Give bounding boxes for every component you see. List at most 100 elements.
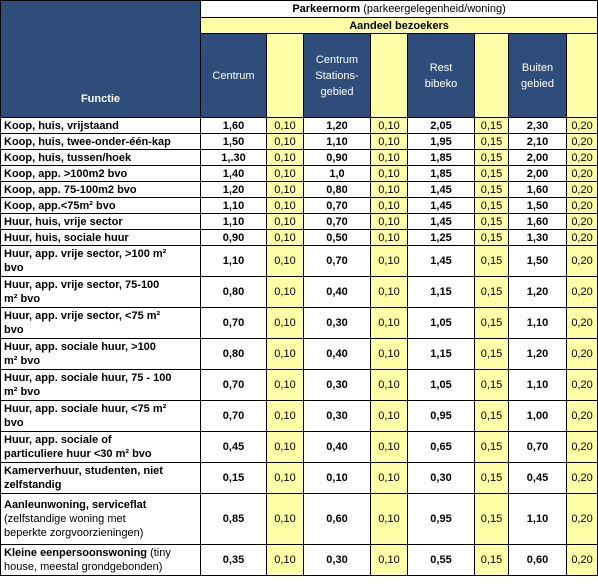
visitors-buiten: 0,20 [565, 181, 598, 198]
value-rest: 0,55 [407, 544, 475, 576]
visitors-buiten: 0,20 [565, 245, 598, 277]
value-buiten: 2,00 [508, 149, 567, 166]
visitors-rest: 0,15 [474, 400, 509, 432]
value-buiten: 1,60 [508, 213, 567, 230]
function-label: Koop, huis, twee-onder-één-kap [0, 133, 201, 150]
col-buiten-visitors [565, 33, 598, 118]
value-centrum: 1,10 [200, 197, 267, 214]
value-buiten: 1,20 [508, 276, 567, 308]
visitors-station: 0,10 [370, 245, 408, 277]
value-station: 0,30 [303, 307, 371, 339]
value-station: 0,40 [303, 338, 371, 370]
visitors-buiten: 0,20 [565, 400, 598, 432]
visitors-rest: 0,15 [474, 493, 509, 545]
value-station: 0,70 [303, 245, 371, 277]
value-centrum: 0,90 [200, 229, 267, 246]
value-rest: 2,05 [407, 117, 475, 134]
value-centrum: 0,35 [200, 544, 267, 576]
value-station: 0,70 [303, 197, 371, 214]
visitors-station: 0,10 [370, 181, 408, 198]
visitors-buiten: 0,20 [565, 544, 598, 576]
value-buiten: 1,50 [508, 245, 567, 277]
table-subtitle: Aandeel bezoekers [199, 17, 598, 34]
visitors-buiten: 0,20 [565, 462, 598, 494]
visitors-buiten: 0,20 [565, 117, 598, 134]
function-label: Koop, app. >100m2 bvo [0, 165, 201, 182]
value-station: 0,30 [303, 400, 371, 432]
visitors-station: 0,10 [370, 431, 408, 463]
visitors-station: 0,10 [370, 338, 408, 370]
value-buiten: 1,50 [508, 197, 567, 214]
visitors-centrum: 0,10 [266, 544, 304, 576]
table-row: Kamerverhuur, studenten, niet zelfstandig… [0, 462, 598, 494]
value-buiten: 2,10 [508, 133, 567, 150]
visitors-rest: 0,15 [474, 431, 509, 463]
table-title: Parkeernorm (parkeergelegenheid/woning) [199, 0, 598, 18]
table-row: Huur, app. vrije sector, <75 m² bvo 0,70 … [0, 307, 598, 339]
visitors-station: 0,10 [370, 197, 408, 214]
visitors-buiten: 0,20 [565, 338, 598, 370]
visitors-station: 0,10 [370, 133, 408, 150]
function-label: Kamerverhuur, studenten, niet zelfstandig [0, 462, 201, 494]
function-label: Huur, huis, sociale huur [0, 229, 201, 246]
value-centrum: 1,.30 [200, 149, 267, 166]
visitors-station: 0,10 [370, 276, 408, 308]
value-centrum: 0,15 [200, 462, 267, 494]
value-centrum: 1,20 [200, 181, 267, 198]
visitors-station: 0,10 [370, 307, 408, 339]
value-centrum: 0,70 [200, 307, 267, 339]
value-rest: 1,15 [407, 338, 475, 370]
col-station-visitors [370, 33, 408, 118]
value-centrum: 0,80 [200, 276, 267, 308]
value-rest: 1,25 [407, 229, 475, 246]
visitors-centrum: 0,10 [266, 462, 304, 494]
visitors-rest: 0,15 [474, 133, 509, 150]
visitors-rest: 0,15 [474, 213, 509, 230]
value-centrum: 1,60 [200, 117, 267, 134]
table-row: Koop, huis, vrijstaand 1,60 0,10 1,20 0,… [0, 117, 598, 134]
value-station: 0,70 [303, 213, 371, 230]
function-label: Koop, huis, vrijstaand [0, 117, 201, 134]
visitors-centrum: 0,10 [266, 197, 304, 214]
col-stationsgebied: Centrum Stations-gebied [303, 33, 371, 118]
value-rest: 1,45 [407, 245, 475, 277]
visitors-buiten: 0,20 [565, 133, 598, 150]
value-centrum: 0,70 [200, 369, 267, 401]
value-buiten: 1,20 [508, 338, 567, 370]
col-rest-bibeko: Rest bibeko [407, 33, 475, 118]
table-row: Koop, app. 75-100m2 bvo 1,20 0,10 0,80 0… [0, 181, 598, 198]
value-centrum: 0,45 [200, 431, 267, 463]
visitors-centrum: 0,10 [266, 245, 304, 277]
table-row: Huur, huis, vrije sector 1,10 0,10 0,70 … [0, 213, 598, 230]
visitors-rest: 0,15 [474, 229, 509, 246]
value-buiten: 1,10 [508, 307, 567, 339]
value-rest: 0,95 [407, 400, 475, 432]
value-rest: 1,15 [407, 276, 475, 308]
visitors-centrum: 0,10 [266, 213, 304, 230]
visitors-centrum: 0,10 [266, 229, 304, 246]
table-row: Koop, app. >100m2 bvo 1,40 0,10 1,0 0,10… [0, 165, 598, 182]
value-rest: 1,45 [407, 213, 475, 230]
table-row: Koop, huis, tussen/hoek 1,.30 0,10 0,90 … [0, 149, 598, 166]
visitors-centrum: 0,10 [266, 117, 304, 134]
table-row: Huur, huis, sociale huur 0,90 0,10 0,50 … [0, 229, 598, 246]
function-label: Koop, app. 75-100m2 bvo [0, 181, 201, 198]
visitors-station: 0,10 [370, 213, 408, 230]
value-rest: 1,45 [407, 197, 475, 214]
function-label: Huur, app. sociale huur, <75 m² bvo [0, 400, 201, 432]
visitors-rest: 0,15 [474, 544, 509, 576]
visitors-station: 0,10 [370, 369, 408, 401]
value-buiten: 1,60 [508, 181, 567, 198]
function-label: Aanleunwoning, serviceflat (zelfstandige … [0, 493, 201, 545]
value-station: 0,30 [303, 544, 371, 576]
function-label: Koop, app.<75m² bvo [0, 197, 201, 214]
value-station: 0,40 [303, 276, 371, 308]
visitors-station: 0,10 [370, 229, 408, 246]
visitors-buiten: 0,20 [565, 493, 598, 545]
visitors-rest: 0,15 [474, 462, 509, 494]
visitors-rest: 0,15 [474, 369, 509, 401]
value-buiten: 2,30 [508, 117, 567, 134]
visitors-buiten: 0,20 [565, 276, 598, 308]
visitors-buiten: 0,20 [565, 165, 598, 182]
